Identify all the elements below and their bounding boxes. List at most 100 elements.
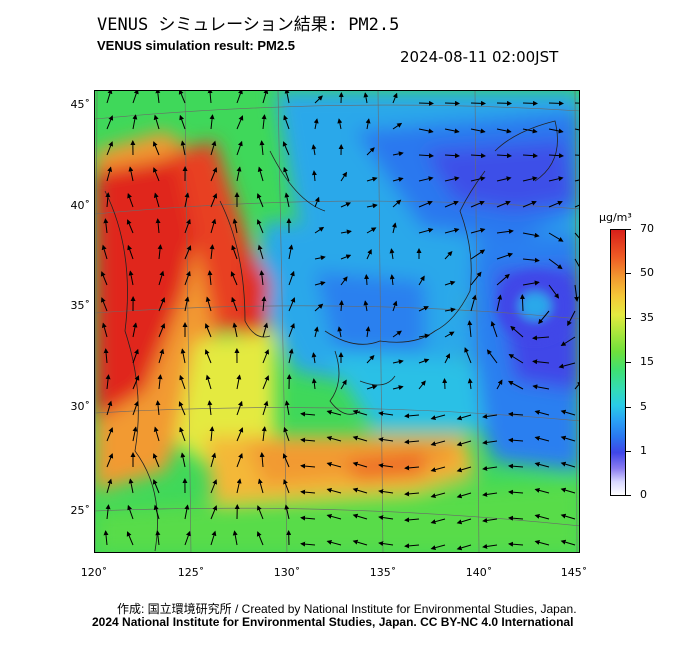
wind-arrow <box>522 153 538 159</box>
wind-arrow <box>456 414 472 421</box>
wind-arrow <box>184 296 190 312</box>
lon-label-145: 145˚ <box>560 566 588 579</box>
wind-arrow <box>158 323 166 338</box>
wind-arrow <box>378 463 394 469</box>
wind-arrow <box>236 427 244 442</box>
wind-arrow <box>456 466 472 473</box>
wind-arrow <box>207 91 213 104</box>
wind-arrow <box>548 200 563 208</box>
wind-arrow <box>444 100 460 106</box>
wind-arrow <box>378 515 394 521</box>
wind-arrow <box>283 426 290 442</box>
wind-arrow <box>158 270 165 286</box>
colorbar-label-15: 15 <box>640 355 654 368</box>
colorbar-label-70: 70 <box>640 222 654 235</box>
wind-arrow <box>532 359 550 365</box>
wind-arrow <box>365 118 371 130</box>
colorbar-tick <box>626 362 631 363</box>
wind-arrow <box>262 322 269 338</box>
wind-arrow <box>430 466 446 473</box>
wind-arrow <box>236 374 242 390</box>
wind-arrow <box>132 348 139 364</box>
wind-arrow <box>284 192 290 208</box>
wind-arrow <box>558 362 576 369</box>
wind-arrow <box>574 232 579 239</box>
wind-arrow <box>209 114 215 130</box>
wind-arrow <box>152 167 160 182</box>
wind-arrow <box>127 504 134 520</box>
wind-arrow <box>155 400 161 416</box>
wind-arrow <box>548 128 564 134</box>
wind-arrow <box>389 248 395 260</box>
wind-arrow <box>230 271 238 286</box>
wind-arrow <box>366 384 378 390</box>
wind-arrow <box>496 252 514 260</box>
wind-arrow <box>352 513 368 520</box>
wind-arrow <box>184 192 190 208</box>
wind-arrow <box>132 426 138 442</box>
colorbar <box>610 229 626 496</box>
wind-arrow <box>404 439 420 445</box>
wind-arrow <box>470 100 486 106</box>
wind-arrow <box>340 379 347 390</box>
wind-arrow <box>560 487 576 494</box>
wind-arrow <box>180 452 186 468</box>
wind-arrow <box>538 310 550 325</box>
lon-label-120: 120˚ <box>80 566 108 579</box>
wind-arrow <box>262 375 270 390</box>
wind-arrow <box>153 504 160 520</box>
wind-arrow <box>364 274 370 286</box>
wind-arrow <box>508 380 524 390</box>
wind-arrow <box>519 294 525 312</box>
wind-arrow <box>204 349 212 364</box>
wind-arrow <box>534 436 550 442</box>
wind-arrow <box>236 452 243 468</box>
lat-label-35: 35˚ <box>70 299 91 312</box>
wind-arrow <box>508 541 524 547</box>
wind-arrow <box>366 147 375 156</box>
wind-arrow <box>392 330 402 338</box>
wind-arrow <box>313 118 319 130</box>
wind-arrow <box>106 400 113 416</box>
wind-arrow <box>259 270 265 286</box>
wind-arrow <box>496 273 510 286</box>
wind-arrow <box>126 531 134 546</box>
wind-arrow <box>132 114 138 130</box>
forecast-timestamp: 2024-08-11 02:00JST <box>400 48 559 66</box>
wind-arrow <box>482 543 498 549</box>
wind-arrow <box>496 294 503 312</box>
wind-arrow <box>236 478 242 494</box>
wind-arrow <box>261 296 267 312</box>
wind-arrow <box>153 114 160 130</box>
wind-arrow <box>496 100 512 106</box>
wind-arrow <box>534 540 550 546</box>
wind-arrow <box>482 491 498 497</box>
wind-arrow <box>496 200 511 208</box>
coastlines <box>104 120 558 552</box>
wind-arrow <box>184 504 190 520</box>
wind-arrow <box>567 310 576 327</box>
wind-arrow <box>418 275 425 286</box>
wind-arrow <box>430 414 446 421</box>
wind-arrow <box>236 166 242 182</box>
wind-arrow <box>548 258 563 270</box>
copyright-text: 2024 National Institute for Environmenta… <box>92 615 574 629</box>
wind-arrow <box>314 226 325 234</box>
wind-arrow <box>378 489 394 495</box>
wind-arrow <box>392 300 398 312</box>
wind-arrow <box>444 227 460 234</box>
wind-arrow <box>207 270 213 286</box>
wind-arrow <box>560 513 576 520</box>
wind-arrow <box>456 518 472 525</box>
wind-arrow <box>257 244 264 260</box>
wind-arrow <box>404 543 420 549</box>
wind-arrow <box>352 435 368 442</box>
lat-label-40: 40˚ <box>70 199 91 212</box>
wind-arrow <box>418 227 434 234</box>
wind-arrow <box>231 244 238 260</box>
wind-arrow <box>184 245 192 260</box>
wind-arrow <box>352 539 368 546</box>
wind-arrow <box>522 232 540 238</box>
wind-arrow <box>534 462 550 468</box>
wind-arrow <box>256 531 264 546</box>
